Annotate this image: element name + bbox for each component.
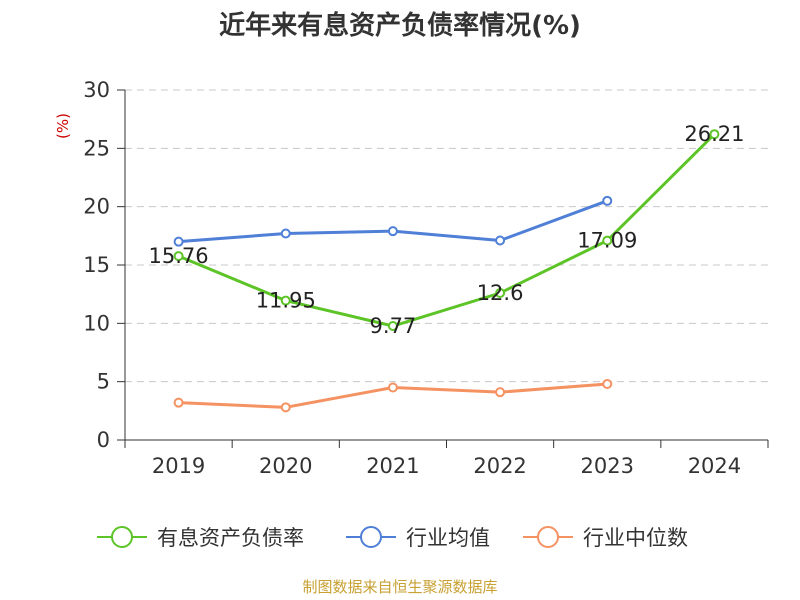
x-tick-label: 2023 [581,454,634,478]
chart-title: 近年来有息资产负债率情况(%) [219,10,581,41]
legend: 有息资产负债率 行业均值 行业中位数 [97,526,688,550]
x-tick-label: 2021 [366,454,419,478]
legend-label: 行业中位数 [583,526,688,550]
data-point [709,129,720,140]
data-label: 15.76 [149,244,209,268]
data-point [495,235,506,246]
data-point [602,195,613,206]
data-point [387,226,398,237]
legend-label: 有息资产负债率 [157,526,304,550]
y-tick-label: 20 [83,195,110,219]
legend-marker [537,526,559,548]
y-tick-label: 5 [97,370,110,394]
data-point [495,387,506,398]
y-tick-label: 30 [83,78,110,102]
data-point [602,235,613,246]
x-tick-label: 2022 [473,454,526,478]
data-label: 12.6 [477,281,524,305]
data-label: 17.09 [577,229,637,253]
y-tick-label: 15 [83,253,110,277]
data-point [495,288,506,298]
data-point [173,251,184,262]
data-point [387,382,398,393]
data-label: 11.95 [256,289,316,313]
x-tick-label: 2020 [259,454,312,478]
legend-marker [111,526,133,548]
data-labels: 15.76 11.95 9.77 12.6 17.09 26.21 [149,122,745,338]
source-note: 制图数据来自恒生聚源数据库 [302,578,497,596]
data-point [280,295,291,306]
legend-label: 行业均值 [406,526,490,550]
y-tick-label: 10 [83,311,110,335]
axes: 0 5 10 15 20 25 30 2019 2020 2021 2022 2023 2024 [83,78,769,478]
data-point [280,228,291,239]
data-point [173,397,184,408]
data-point [387,321,398,332]
data-label: 26.21 [684,122,744,146]
data-label: 9.77 [370,314,417,338]
legend-marker [360,526,382,548]
y-tick-label: 25 [83,136,110,160]
data-point [602,379,613,389]
data-point [173,236,184,247]
series-group [173,129,720,413]
y-axis-label: (%) [54,113,72,139]
x-tick-label: 2019 [152,454,205,478]
y-tick-label: 0 [97,428,110,452]
data-point [280,402,291,413]
x-tick-label: 2024 [688,454,741,478]
series-line [178,133,716,328]
